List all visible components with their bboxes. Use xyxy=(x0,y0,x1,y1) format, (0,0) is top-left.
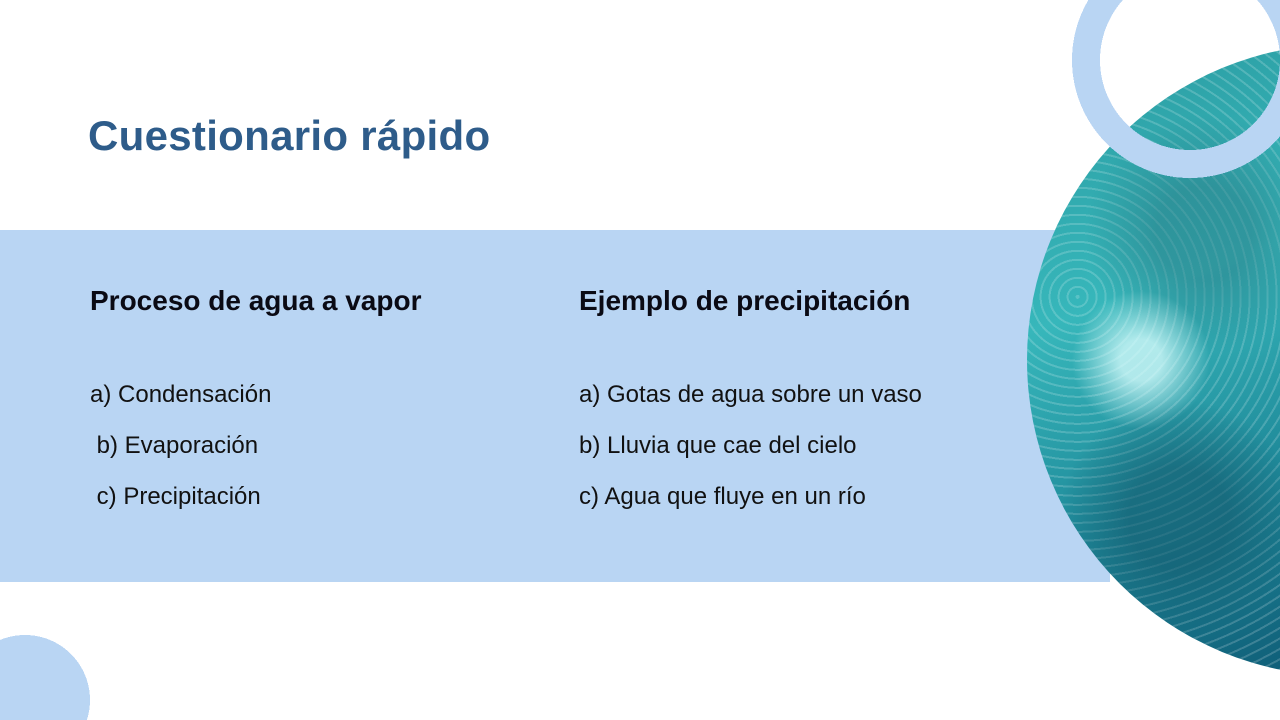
option-a: a) Condensación xyxy=(90,381,272,408)
question-2: Ejemplo de precipitación a) Gotas de agu… xyxy=(579,285,922,534)
question-heading: Ejemplo de precipitación xyxy=(579,285,911,316)
question-1: Proceso de agua a vapor a) Condensación … xyxy=(90,285,421,534)
decorative-ring xyxy=(1072,0,1280,178)
decorative-circle xyxy=(0,635,90,720)
page-title: Cuestionario rápido xyxy=(88,112,491,159)
option-a: a) Gotas de agua sobre un vaso xyxy=(579,381,922,408)
option-c: c) Agua que fluye en un río xyxy=(579,483,866,510)
question-heading: Proceso de agua a vapor xyxy=(90,285,422,316)
content-band xyxy=(0,230,1110,582)
option-c: c) Precipitación xyxy=(90,483,261,510)
option-b: b) Evaporación xyxy=(90,432,259,459)
option-b: b) Lluvia que cae del cielo xyxy=(579,432,857,459)
